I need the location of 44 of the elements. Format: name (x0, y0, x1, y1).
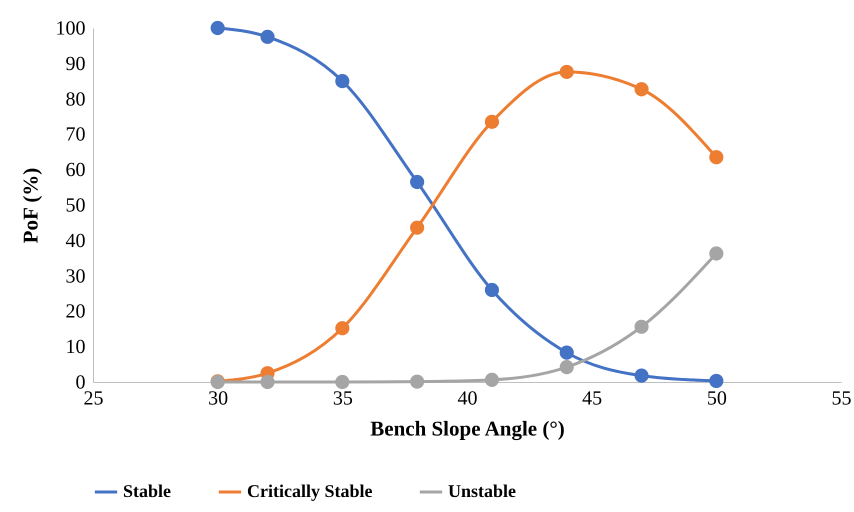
point (634, 320, 649, 334)
y-tick-label: 80 (66, 88, 86, 110)
point (634, 368, 649, 383)
y-tick-label: 50 (66, 194, 86, 216)
point (484, 114, 500, 129)
point (560, 360, 574, 374)
x-tick-label: 50 (706, 388, 727, 410)
legend-label: Critically Stable (247, 481, 372, 501)
point (210, 20, 225, 36)
y-tick-label: 10 (66, 336, 86, 358)
y-tick-label: 90 (66, 52, 86, 75)
point (634, 82, 649, 96)
point (410, 220, 424, 235)
y-tick-label: 100 (56, 18, 86, 40)
legend-label: Unstable (448, 481, 516, 501)
point (335, 321, 350, 336)
point (709, 246, 724, 261)
point (560, 64, 574, 79)
point (260, 30, 275, 44)
y-tick-label: 60 (66, 159, 86, 182)
point (410, 374, 424, 389)
point (410, 174, 424, 190)
x-tick-label: 55 (832, 388, 852, 410)
y-tick-label: 70 (66, 124, 86, 146)
x-axis-title: Bench Slope Angle (°) (370, 416, 565, 440)
point (335, 74, 350, 88)
point (484, 372, 500, 387)
x-tick-label: 40 (458, 388, 478, 410)
legend-label: Stable (123, 481, 172, 501)
point (260, 374, 275, 390)
point (560, 346, 574, 360)
y-tick-label: 20 (66, 300, 86, 323)
point (709, 150, 724, 164)
x-tick-label: 30 (208, 388, 228, 410)
point (709, 374, 724, 388)
x-tick-label: 25 (84, 388, 104, 410)
y-tick-label: 30 (66, 265, 86, 288)
y-tick-label: 40 (66, 230, 86, 252)
y-tick-label: 0 (76, 372, 86, 394)
point (335, 374, 350, 390)
x-tick-label: 45 (582, 388, 602, 410)
x-tick-label: 35 (332, 388, 353, 410)
point (484, 282, 500, 298)
y-axis-title: PoF (%) (18, 168, 42, 244)
